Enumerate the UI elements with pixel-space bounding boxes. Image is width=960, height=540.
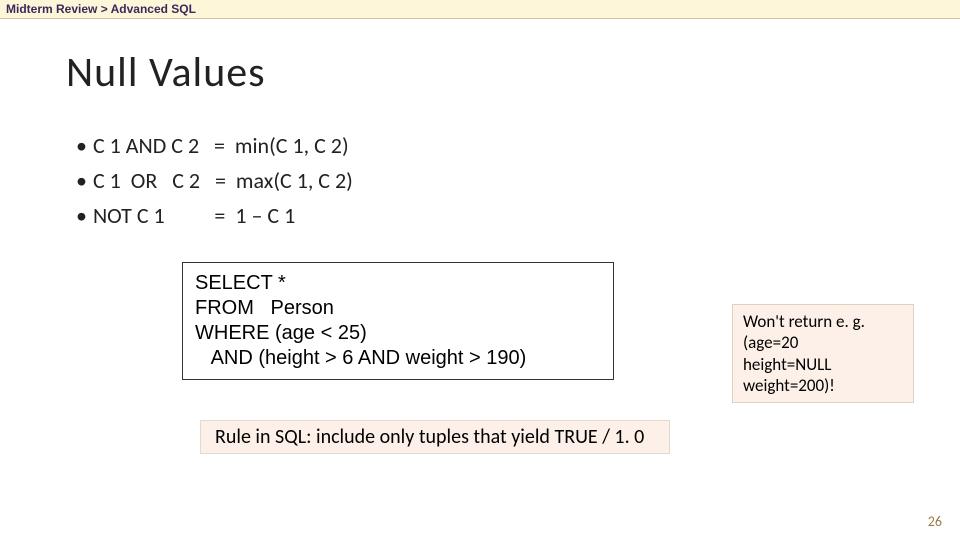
sql-code-block: SELECT * FROM Person WHERE (age < 25) AN… <box>182 262 614 380</box>
bullet-item: •NOT C 1 = 1 – C 1 <box>76 198 960 233</box>
bullet-text: NOT C 1 = 1 – C 1 <box>93 202 295 229</box>
bullet-dot-icon: • <box>76 132 87 159</box>
page-title: Null Values <box>66 47 960 98</box>
bullet-dot-icon: • <box>76 167 87 194</box>
breadcrumb: Midterm Review > Advanced SQL <box>0 0 960 19</box>
bullet-list: •C 1 AND C 2 = min(C 1, C 2) •C 1 OR C 2… <box>76 128 960 234</box>
annotation-note: Won't return e. g. (age=20 height=NULL w… <box>732 304 914 403</box>
rule-note: Rule in SQL: include only tuples that yi… <box>200 420 670 454</box>
bullet-item: •C 1 OR C 2 = max(C 1, C 2) <box>76 163 960 198</box>
bullet-item: •C 1 AND C 2 = min(C 1, C 2) <box>76 128 960 163</box>
bullet-text: C 1 AND C 2 = min(C 1, C 2) <box>93 132 349 159</box>
breadcrumb-segment-1: Midterm Review <box>6 2 97 16</box>
breadcrumb-sep: > <box>97 2 110 16</box>
page-number: 26 <box>928 513 942 530</box>
breadcrumb-segment-2: Advanced SQL <box>111 2 196 16</box>
bullet-text: C 1 OR C 2 = max(C 1, C 2) <box>93 167 353 194</box>
bullet-dot-icon: • <box>76 202 87 229</box>
